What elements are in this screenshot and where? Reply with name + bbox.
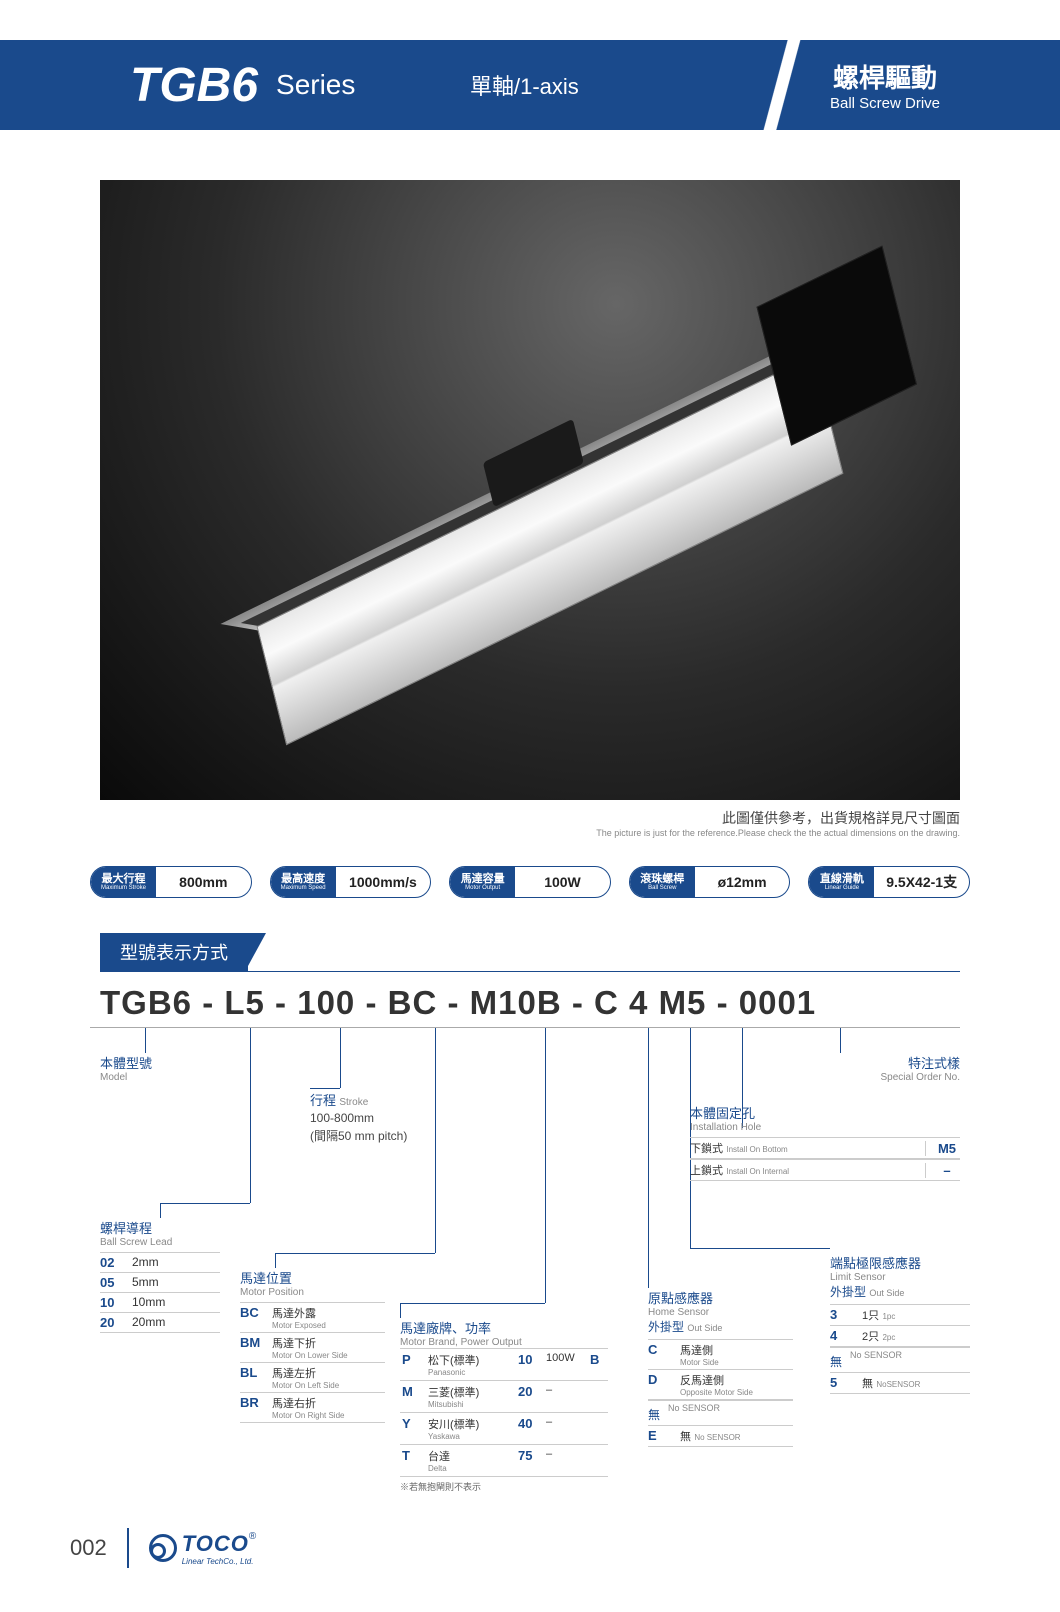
bd-limit-sensor: 端點極限感應器 Limit Sensor 外掛型 Out Side 31只 1p… [830,1253,970,1394]
pn-model: TGB6 [100,984,192,1022]
header-drive-en: Ball Screw Drive [830,95,940,112]
section-title: 型號表示方式 [100,933,960,972]
header-drive: 螺桿驅動 Ball Screw Drive [830,58,940,112]
spec-row: 最大行程Maximum Stroke800mm 最高速度Maximum Speed… [90,866,970,898]
logo-icon [149,1534,177,1562]
product-image [100,180,960,800]
part-number: TGB6 - L5 - 100 - BC - M10B - C 4 M5 - 0… [90,984,960,1028]
footer: 002 TOCO® Linear TechCo., Ltd. [70,1528,1060,1568]
header-subtitle: Series [276,69,355,101]
bd-motor-brand: 馬達廠牌、功率 Motor Brand, Power Output P松下(標準… [400,1318,630,1493]
image-caption: 此圖僅供參考，出貨規格詳見尺寸圖面 The picture is just fo… [100,808,960,838]
image-caption-cn: 此圖僅供參考，出貨規格詳見尺寸圖面 [100,808,960,828]
company-logo: TOCO® Linear TechCo., Ltd. [149,1531,257,1566]
page-number: 002 [70,1535,107,1561]
pn-stroke: 100 [297,984,355,1022]
pn-special: 0001 [739,984,816,1022]
pn-home: C [594,984,619,1022]
pn-lead: L5 [224,984,265,1022]
section-title-text: 型號表示方式 [100,933,248,971]
bd-model: 本體型號 Model [100,1053,152,1083]
header-banner: TGB6 Series 單軸/1-axis 螺桿驅動 Ball Screw Dr… [0,40,1060,130]
pn-motorbrand: M10B [470,984,562,1022]
footer-divider [127,1528,129,1568]
pn-motorpos: BC [388,984,438,1022]
spec-pill: 滾珠螺桿Ball Screwø12mm [629,866,791,898]
pn-install: M5 [659,984,707,1022]
header-axis: 單軸/1-axis [470,69,579,101]
bd-special: 特注式樣 Special Order No. [805,1053,960,1083]
bd-stroke: 行程 Stroke 100-800mm (間隔50 mm pitch) [310,1090,407,1144]
spec-pill: 最大行程Maximum Stroke800mm [90,866,252,898]
spec-pill: 最高速度Maximum Speed1000mm/s [270,866,432,898]
breakdown-diagram: 本體型號 Model 行程 Stroke 100-800mm (間隔50 mm … [100,1028,960,1508]
header-title: TGB6 [130,58,258,113]
bd-lead: 螺桿導程 Ball Screw Lead 022mm055mm1010mm202… [100,1218,220,1333]
spec-pill: 馬達容量Motor Output100W [449,866,611,898]
product-image-section: 此圖僅供參考，出貨規格詳見尺寸圖面 The picture is just fo… [100,180,960,838]
spec-pill: 直線滑軌Linear Guide9.5X42-1支 [808,866,970,898]
pn-limit: 4 [629,984,648,1022]
bd-motor-pos: 馬達位置 Motor Position BC馬達外露Motor ExposedB… [240,1268,385,1423]
image-caption-en: The picture is just for the reference.Pl… [100,828,960,838]
bd-install: 本體固定孔 Installation Hole 下鎖式 Install On B… [690,1103,960,1181]
bd-home-sensor: 原點感應器 Home Sensor 外掛型 Out Side C馬達側Motor… [648,1288,793,1447]
header-drive-cn: 螺桿驅動 [830,58,940,95]
